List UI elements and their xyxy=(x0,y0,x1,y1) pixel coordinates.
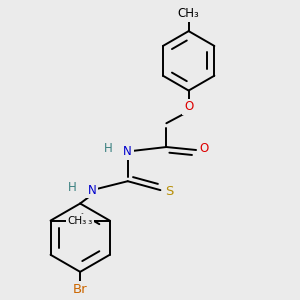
Text: H: H xyxy=(68,181,76,194)
Text: O: O xyxy=(200,142,209,155)
Text: O: O xyxy=(184,100,193,113)
Text: Br: Br xyxy=(73,283,88,296)
Text: H: H xyxy=(104,142,113,155)
Text: N: N xyxy=(88,184,96,196)
Text: CH₃: CH₃ xyxy=(68,216,87,226)
Text: CH₃: CH₃ xyxy=(178,7,200,20)
Text: CH₃: CH₃ xyxy=(74,216,93,226)
Text: N: N xyxy=(123,145,132,158)
Text: S: S xyxy=(165,185,173,198)
